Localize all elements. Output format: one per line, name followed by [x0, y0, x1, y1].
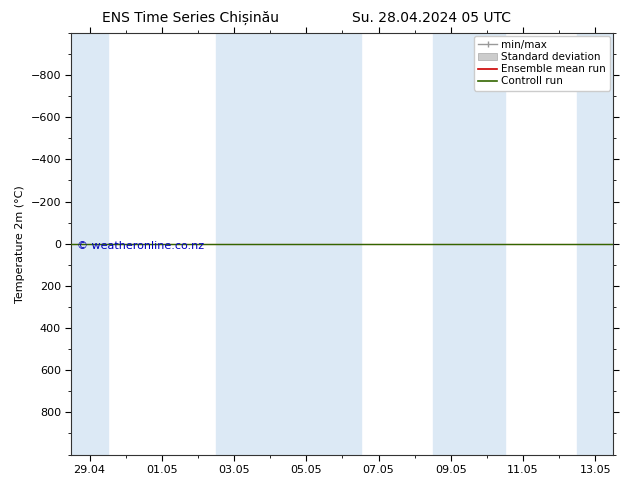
Bar [578, 33, 614, 455]
Bar [288, 33, 361, 455]
Text: © weatheronline.co.nz: © weatheronline.co.nz [77, 241, 204, 251]
Bar [433, 33, 505, 455]
Legend: min/max, Standard deviation, Ensemble mean run, Controll run: min/max, Standard deviation, Ensemble me… [474, 36, 611, 91]
Y-axis label: Temperature 2m (°C): Temperature 2m (°C) [15, 185, 25, 302]
Text: ENS Time Series Chișinău: ENS Time Series Chișinău [101, 11, 279, 25]
Bar [216, 33, 288, 455]
Bar [72, 33, 108, 455]
Text: Su. 28.04.2024 05 UTC: Su. 28.04.2024 05 UTC [352, 11, 510, 25]
